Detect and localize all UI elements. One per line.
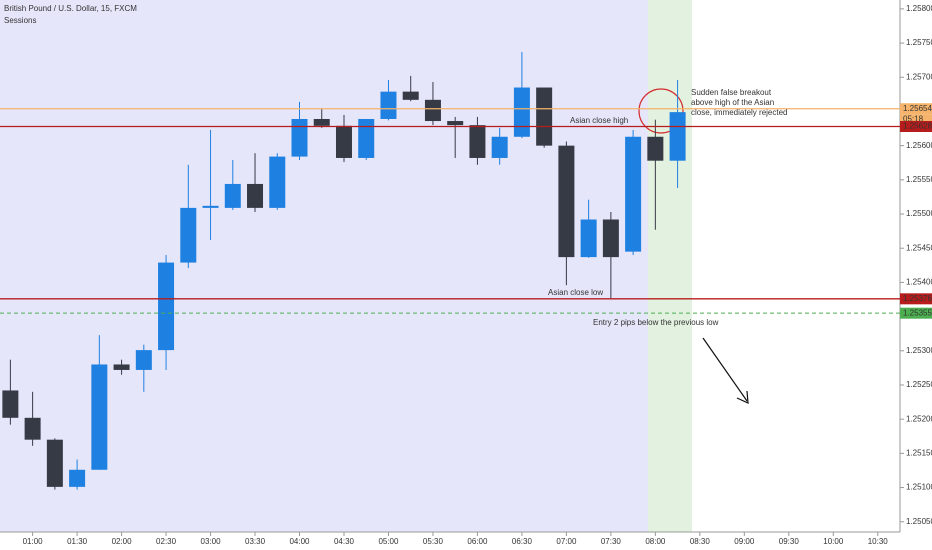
y-tick-label: 1.25600 [906,141,932,150]
price-level-badge [900,293,932,305]
candle-body [647,136,664,161]
candle-body [580,219,597,258]
candle-body [536,87,553,146]
x-tick-label: 08:30 [690,537,711,546]
x-tick-label: 02:30 [156,537,177,546]
price-level-badge [900,307,932,319]
candle-body [91,364,108,470]
candle-body [24,417,41,440]
x-tick-label: 07:00 [556,537,577,546]
x-tick-label: 09:30 [779,537,800,546]
y-tick-label: 1.25250 [906,380,932,389]
candle-body [202,205,219,208]
annotation: Asian close low [548,288,603,297]
price-level-badge [900,103,932,115]
candle-body [180,207,197,263]
arrow-line [702,337,748,402]
candle-body [669,112,686,161]
annotation: Asian close high [570,116,628,125]
arrow-head [736,390,749,404]
x-tick-label: 10:30 [868,537,889,546]
x-tick-label: 04:00 [289,537,310,546]
x-tick-label: 10:00 [823,537,844,546]
candle-body [358,118,375,158]
candle-body [513,87,530,137]
candle-body [558,145,575,258]
price-level-badge [900,121,932,133]
y-tick-label: 1.25750 [906,38,932,47]
candle-body [335,125,352,158]
y-tick-label: 1.25500 [906,209,932,218]
candle-body [447,121,464,126]
x-tick-label: 06:00 [467,537,488,546]
y-tick-label: 1.25100 [906,483,932,492]
london-session [648,0,692,532]
chart-title: British Pound / U.S. Dollar, 15, FXCM [4,4,137,13]
candle-body [69,469,86,487]
x-tick-label: 06:30 [512,537,533,546]
price-level-label: 1.25355 [903,308,932,317]
x-tick-label: 02:00 [112,537,133,546]
candle-body [2,390,19,418]
candle-body [135,350,152,370]
annotation: Sudden false breakout [691,88,772,97]
annotation: close, immediately rejected [691,108,787,117]
candle-body [380,91,397,119]
countdown-badge [900,114,932,125]
y-tick-label: 1.25300 [906,346,932,355]
y-tick-label: 1.25450 [906,243,932,252]
y-tick-label: 1.25550 [906,175,932,184]
highlight-circle [638,88,684,134]
candle-body [46,439,63,487]
price-level-label: 1.25376 [903,294,932,303]
candle-body [291,118,308,157]
x-tick-label: 03:00 [201,537,222,546]
price-level-label: 1.25654 [903,104,932,113]
countdown: 05:18 [903,114,924,123]
y-tick-label: 1.25700 [906,72,932,81]
x-tick-label: 05:30 [423,537,444,546]
y-tick-label: 1.25800 [906,4,932,13]
y-tick-label: 1.25200 [906,414,932,423]
candle-body [602,219,619,258]
x-tick-label: 03:30 [245,537,266,546]
candle-body [269,156,286,208]
x-tick-label: 01:30 [67,537,88,546]
candle-body [491,136,508,158]
x-tick-label: 08:00 [645,537,666,546]
annotation: Entry 2 pips below the previous low [593,318,719,327]
candle-body [424,99,441,122]
indicator-name: Sessions [4,16,36,25]
candle-body [313,118,330,126]
x-tick-label: 07:30 [601,537,622,546]
x-tick-label: 09:00 [734,537,755,546]
price-level-label: 1.25628 [903,122,932,131]
x-tick-label: 05:00 [378,537,399,546]
candle-body [224,183,241,208]
candle-body [402,91,419,100]
candle-body [113,364,130,370]
candle-body [625,136,642,252]
candle-body [469,125,486,158]
y-tick-label: 1.25150 [906,448,932,457]
candle-body [247,183,264,208]
y-tick-label: 1.25400 [906,278,932,287]
annotation: above high of the Asian [691,98,774,107]
x-tick-label: 01:00 [23,537,44,546]
candle-body [158,262,175,351]
x-tick-label: 04:30 [334,537,355,546]
